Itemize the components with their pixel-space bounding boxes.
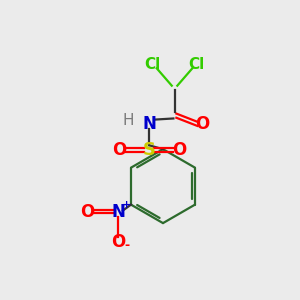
Text: +: +	[122, 200, 131, 210]
Text: H: H	[123, 113, 134, 128]
Text: O: O	[172, 141, 186, 159]
Text: -: -	[124, 239, 129, 252]
Text: N: N	[111, 202, 125, 220]
Text: N: N	[142, 115, 156, 133]
Text: Cl: Cl	[145, 57, 161, 72]
Text: Cl: Cl	[188, 57, 205, 72]
Text: O: O	[111, 232, 125, 250]
Text: O: O	[112, 141, 126, 159]
Text: O: O	[195, 115, 209, 133]
Text: S: S	[142, 141, 156, 159]
Text: O: O	[80, 202, 94, 220]
